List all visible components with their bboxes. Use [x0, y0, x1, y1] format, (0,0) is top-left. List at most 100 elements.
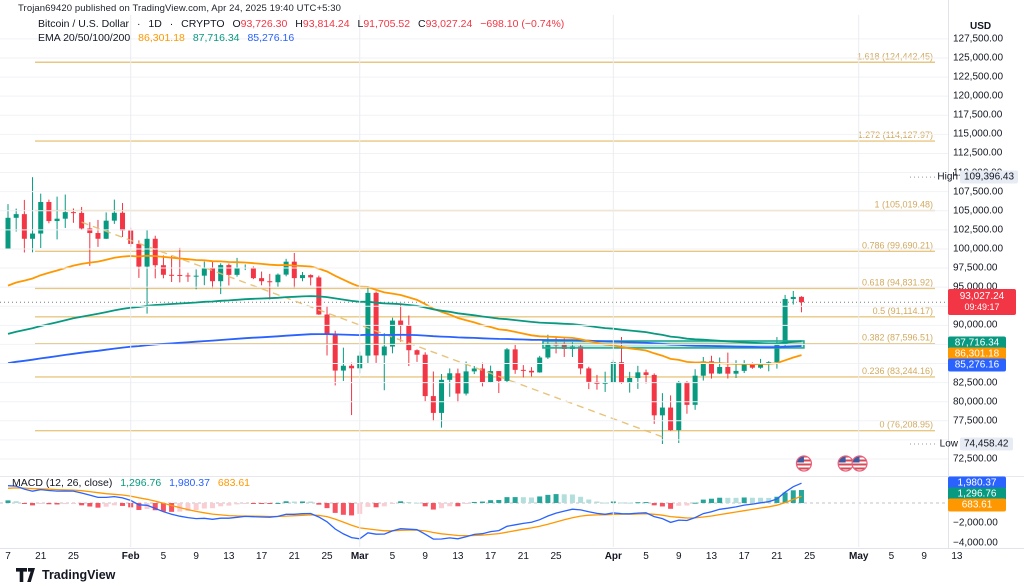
macd-histogram-bar	[602, 502, 608, 504]
price-axis-label: 127,500.00	[953, 33, 1004, 45]
price-axis-label: 100,000.00	[953, 243, 1004, 255]
candle-body	[725, 367, 731, 374]
candle-body	[578, 346, 584, 369]
macd-histogram-bar	[13, 501, 19, 503]
candle-body	[782, 299, 788, 345]
candle-body	[537, 357, 543, 373]
macd-histogram-bar	[488, 500, 494, 503]
macd-indicator-legend[interactable]: MACD (12, 26, close) 1,296.76 1,980.37 6…	[12, 477, 250, 489]
time-axis-label: 13	[223, 551, 235, 562]
trendline[interactable]	[81, 221, 667, 440]
candle-body	[586, 368, 592, 382]
macd-pane[interactable]	[0, 482, 948, 540]
ema-line[interactable]	[7, 295, 802, 345]
ema-line[interactable]	[7, 254, 802, 366]
us-flag-icon[interactable]	[796, 456, 812, 472]
candle-body	[422, 354, 428, 397]
candle-body	[455, 373, 461, 394]
macd-histogram-bar	[635, 502, 641, 504]
us-flag-icon[interactable]	[852, 456, 868, 472]
main-pane[interactable]: 1.618 (124,442.45) 1.272 (114,127.97) 1 (1…	[0, 51, 948, 445]
macd-histogram-bar	[70, 503, 76, 505]
exchange-label: CRYPTO	[181, 18, 225, 30]
macd-histogram-bar	[120, 503, 126, 506]
price-axis-border[interactable]	[948, 0, 949, 548]
candle-body	[120, 212, 126, 231]
candle-body	[193, 275, 199, 277]
low-price-badge: 74,458.42	[960, 437, 1013, 451]
ema-indicator-title[interactable]: EMA 20/50/100/200	[38, 32, 131, 44]
axis-value-badge: 1,296.76	[948, 487, 1006, 501]
time-axis-label: 5	[888, 551, 895, 562]
time-axis-label: 9	[422, 551, 428, 562]
macd-axis-label: −4,000.00	[953, 537, 998, 549]
last-price-badge: 93,027.24 09:49:17	[948, 289, 1016, 316]
low-label: L	[357, 18, 364, 30]
macd-histogram-bar	[38, 503, 44, 504]
macd-histogram-bar	[54, 503, 60, 505]
macd-histogram-bar	[586, 499, 592, 503]
candle-body	[365, 292, 371, 356]
candle-body	[749, 364, 755, 368]
candle-body	[95, 233, 101, 239]
candle-body	[414, 350, 420, 355]
time-axis-label: Feb	[121, 551, 140, 562]
time-axis-border[interactable]	[0, 548, 1024, 549]
macd-histogram-bar	[700, 499, 706, 503]
price-axis-label: 72,500.00	[953, 453, 998, 465]
symbol-name[interactable]: Bitcoin / U.S. Dollar	[38, 18, 130, 30]
candle-body	[643, 372, 649, 375]
macd-axis-label: −2,000.00	[953, 517, 998, 529]
macd-histogram-bar	[5, 500, 11, 503]
candles[interactable]	[5, 177, 804, 445]
fib-level-label: 1 (105,019.48)	[874, 200, 933, 210]
candle-body	[152, 238, 158, 266]
macd-histogram-bar	[316, 503, 322, 505]
legend-separator: ·	[136, 18, 141, 30]
interval-label[interactable]: 1D	[148, 18, 162, 30]
time-axis-label: 17	[738, 551, 750, 562]
macd-histogram-bar	[430, 503, 436, 510]
currency-axis-label[interactable]: USD	[970, 21, 992, 32]
candle-body	[250, 267, 256, 279]
macd-histogram-bar	[169, 503, 175, 512]
candle-body	[275, 274, 281, 283]
macd-signal-line[interactable]	[7, 487, 802, 537]
time-axis-label: 7	[5, 551, 11, 562]
us-flag-icon[interactable]	[838, 456, 854, 472]
macd-line[interactable]	[7, 482, 802, 540]
price-axis-label: 90,000.00	[953, 319, 998, 331]
candle-body	[708, 361, 714, 374]
price-axis-label: 122,500.00	[953, 71, 1004, 83]
macd-histogram-bar	[87, 503, 93, 507]
fib-level-label: 0 (76,208.95)	[879, 420, 933, 430]
fib-level-label: 1.272 (114,127.97)	[858, 130, 933, 140]
symbol-legend[interactable]: Bitcoin / U.S. Dollar · 1D · CRYPTO O93,…	[38, 18, 564, 30]
pane-separator[interactable]	[0, 476, 1024, 477]
candle-body	[684, 382, 690, 405]
macd-histogram-bar	[668, 503, 674, 509]
macd-histogram-bar	[414, 502, 420, 504]
macd-histogram-bar	[349, 503, 355, 516]
macd-histogram-bar	[496, 500, 502, 503]
candle-body	[733, 370, 739, 374]
price-axis-label: 117,500.00	[953, 109, 1003, 121]
candle-body	[210, 268, 215, 282]
ema-indicator-legend[interactable]: EMA 20/50/100/200 86,301.18 87,716.34 85…	[38, 32, 299, 44]
macd-indicator-title[interactable]: MACD (12, 26, close)	[12, 477, 113, 489]
price-axis-label: 107,500.00	[953, 186, 1004, 198]
candle-body	[668, 407, 674, 431]
macd-histogram-bar	[447, 503, 453, 507]
macd-hist-value: 1,296.76	[120, 477, 162, 489]
candle-body	[169, 274, 175, 276]
candle-body	[13, 214, 19, 218]
candle-body	[430, 396, 436, 413]
low-value: 91,705.52	[363, 18, 411, 30]
fib-level-label: 1.618 (124,442.45)	[857, 51, 933, 61]
candle-body	[627, 378, 633, 383]
time-axis-label: May	[848, 551, 869, 562]
fib-level-label: 0.5 (91,114.17)	[873, 306, 933, 316]
tradingview-logo[interactable]: TradingView	[16, 568, 115, 582]
